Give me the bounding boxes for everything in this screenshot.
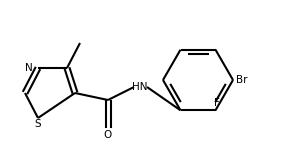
- Text: F: F: [214, 98, 219, 108]
- Text: S: S: [35, 119, 41, 129]
- Text: O: O: [104, 130, 112, 140]
- Text: HN: HN: [132, 82, 148, 92]
- Text: Br: Br: [236, 75, 247, 85]
- Text: N: N: [25, 63, 33, 73]
